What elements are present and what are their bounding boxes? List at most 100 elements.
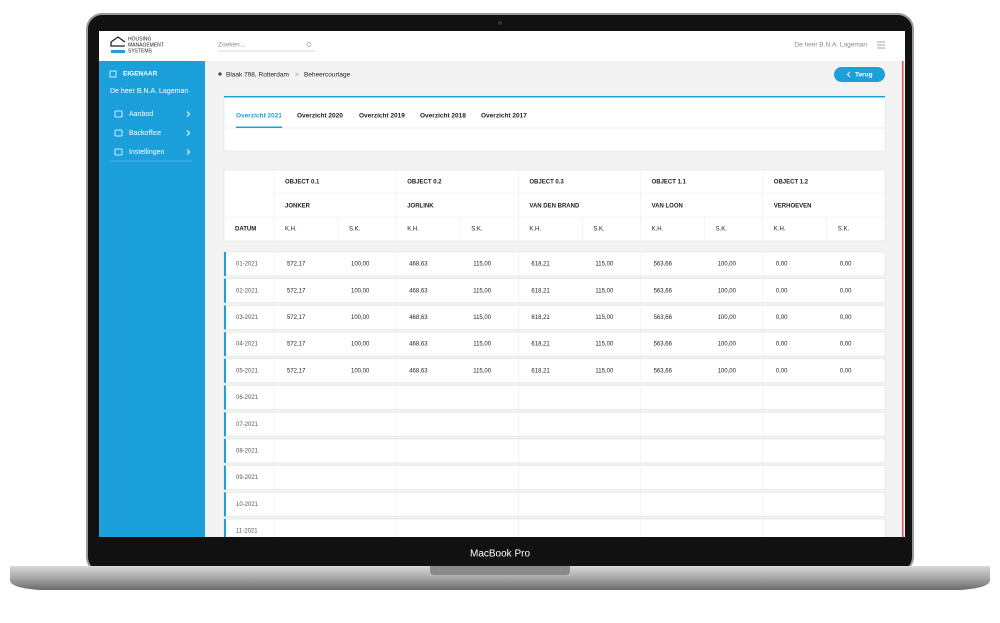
- menu-chevron: [186, 130, 191, 136]
- cell-value: 100,00: [718, 315, 737, 321]
- cell-value: 563,66: [654, 342, 673, 348]
- object-name: JONKER: [285, 204, 311, 210]
- cell-value: 618,21: [531, 262, 550, 268]
- table-row: [223, 251, 886, 277]
- back-button-label[interactable]: Terug: [855, 72, 873, 79]
- cell-value: 0,00: [840, 342, 852, 348]
- row-accent: [224, 412, 226, 437]
- menu-icon[interactable]: [877, 41, 885, 49]
- cell-value: 572,17: [287, 368, 306, 374]
- logo-text: HOUSING: [128, 36, 151, 42]
- tab[interactable]: Overzicht 2017: [481, 113, 527, 120]
- row-date: 04-2021: [236, 342, 259, 348]
- cell-value: 572,17: [287, 342, 306, 348]
- cell-value: 100,00: [718, 368, 737, 374]
- tab[interactable]: Overzicht 2019: [359, 113, 405, 120]
- logo-bar: [111, 50, 125, 53]
- cell-value: 100,00: [718, 288, 737, 294]
- row-accent: [224, 519, 226, 537]
- table-row: [223, 331, 886, 357]
- menu-icon: [114, 110, 123, 118]
- object-code: OBJECT 0.2: [407, 180, 442, 186]
- menu-chevron: [186, 111, 191, 117]
- search-input[interactable]: Zoeken...: [218, 42, 245, 49]
- edge-line: [902, 61, 904, 537]
- pin-icon: [218, 72, 222, 76]
- device-label: MacBook Pro: [470, 549, 530, 560]
- table-row: [223, 411, 886, 437]
- table-row: [223, 385, 886, 410]
- subheader: S.K.: [471, 227, 483, 233]
- breadcrumb-item: Beheercourtage: [304, 72, 351, 79]
- row-accent: [224, 358, 226, 383]
- back-button[interactable]: [834, 67, 885, 82]
- cell-value: 0,00: [776, 262, 788, 268]
- cell-value: 563,66: [654, 288, 673, 294]
- tab[interactable]: Overzicht 2020: [297, 113, 343, 120]
- table-row: [223, 438, 886, 464]
- row-accent: [224, 252, 226, 276]
- cell-value: 115,00: [473, 368, 492, 374]
- logo-text: MANAGEMENT: [128, 42, 164, 48]
- table-row: [223, 491, 886, 517]
- subheader: S.K.: [838, 227, 850, 233]
- cell-value: 115,00: [595, 288, 614, 294]
- tab[interactable]: Overzicht 2021: [236, 113, 282, 120]
- tab[interactable]: Overzicht 2018: [420, 113, 466, 120]
- menu-item[interactable]: Instellingen: [129, 149, 165, 156]
- table-row: [223, 278, 886, 304]
- cell-value: 468,63: [409, 342, 428, 348]
- camera: [498, 21, 502, 25]
- cell-value: 563,66: [654, 368, 673, 374]
- cell-value: 115,00: [473, 342, 492, 348]
- cell-value: 0,00: [776, 315, 788, 321]
- cell-value: 468,63: [409, 368, 428, 374]
- row-accent: [224, 465, 226, 490]
- cell-value: 115,00: [473, 288, 492, 294]
- subheader: K.H.: [285, 227, 297, 233]
- row-accent: [224, 385, 226, 410]
- topbar: [99, 31, 905, 61]
- cell-value: 0,00: [776, 342, 788, 348]
- user-name[interactable]: De heer B.N.A. Lageman: [794, 42, 867, 49]
- row-date: 03-2021: [236, 315, 259, 321]
- menu-icon: [114, 148, 123, 156]
- subheader: K.H.: [407, 227, 419, 233]
- object-code: OBJECT 0.3: [529, 180, 564, 186]
- menu-chevron: [186, 149, 191, 155]
- row-date: 09-2021: [236, 475, 259, 481]
- date-header: DATUM: [235, 227, 256, 233]
- menu-icon: [114, 129, 123, 137]
- subheader: S.K.: [716, 227, 728, 233]
- cell-value: 100,00: [351, 262, 370, 268]
- row-accent: [224, 438, 226, 463]
- table-header-card: [223, 169, 886, 242]
- cell-value: 618,21: [531, 368, 550, 374]
- cell-value: 100,00: [718, 262, 737, 268]
- cell-value: 0,00: [776, 288, 788, 294]
- subheader: K.H.: [652, 227, 664, 233]
- cell-value: 572,17: [287, 315, 306, 321]
- laptop-base: [10, 566, 990, 590]
- cell-value: 572,17: [287, 288, 306, 294]
- cell-value: 618,21: [531, 342, 550, 348]
- row-date: 06-2021: [236, 395, 259, 401]
- cell-value: 100,00: [351, 342, 370, 348]
- row-date: 02-2021: [236, 288, 259, 294]
- cell-value: 468,63: [409, 288, 428, 294]
- tabs-card: [223, 95, 886, 152]
- cell-value: 0,00: [840, 315, 852, 321]
- sidebar-section: EIGENAAR: [123, 71, 158, 78]
- back-icon: [846, 71, 851, 78]
- search-icon[interactable]: [306, 42, 312, 47]
- cell-value: 115,00: [595, 342, 614, 348]
- sidebar-user: De heer B.N.A. Lageman: [110, 88, 188, 95]
- breadcrumb-item[interactable]: Blaak 798, Rotterdam: [226, 72, 289, 79]
- object-code: OBJECT 1.2: [774, 180, 809, 186]
- menu-item[interactable]: Aanbod: [129, 111, 153, 118]
- cell-value: 468,63: [409, 262, 428, 268]
- menu-item[interactable]: Backoffice: [129, 130, 161, 137]
- cell-value: 468,63: [409, 315, 428, 321]
